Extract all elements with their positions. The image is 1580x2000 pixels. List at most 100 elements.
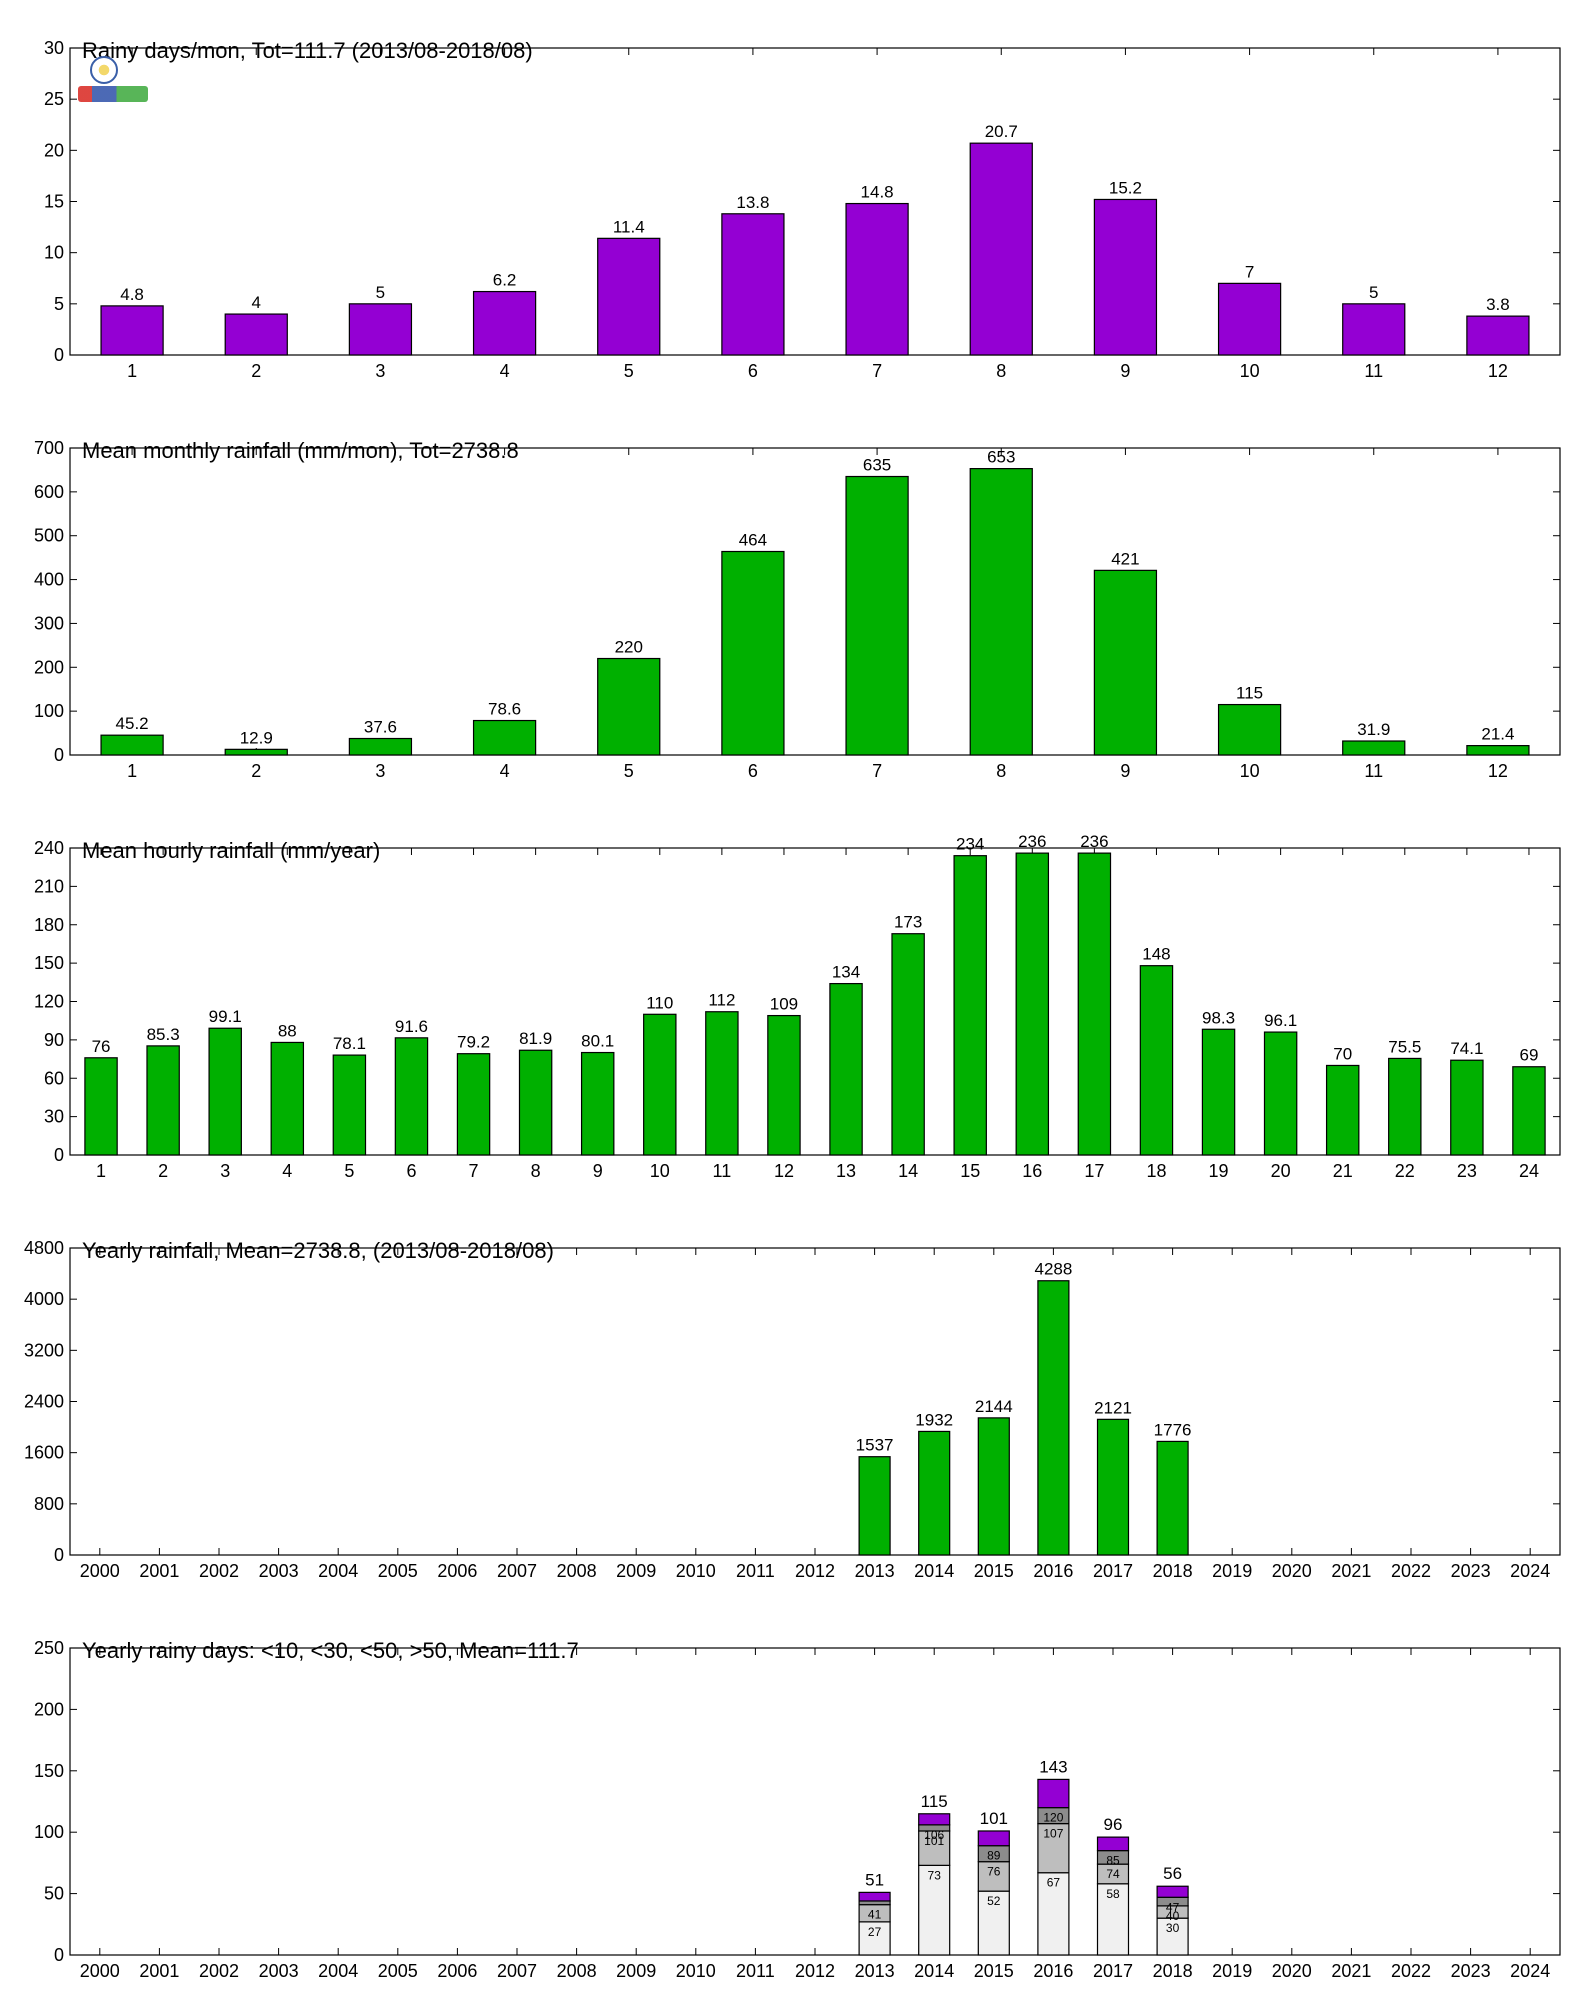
- chart-title: Yearly rainy days: <10, <30, <50, >50, M…: [82, 1638, 579, 1663]
- bar: [1342, 303, 1406, 356]
- x-tick-label: 10: [650, 1161, 670, 1181]
- stacked-bar-segment: [858, 1921, 891, 1956]
- chart-panel-4: Yearly rainfall, Mean=2738.8, (2013/08-2…: [24, 1238, 1561, 1581]
- x-tick-label: 2005: [378, 1561, 418, 1581]
- chart-title: Mean monthly rainfall (mm/mon), Tot=2738…: [82, 438, 519, 463]
- bar: [891, 933, 925, 1156]
- bar: [977, 1417, 1010, 1556]
- x-tick-label: 16: [1022, 1161, 1042, 1181]
- bar: [1217, 282, 1282, 356]
- stacked-bar-segment: [918, 1813, 951, 1826]
- x-tick-label: 6: [748, 761, 758, 781]
- stacked-bar-segment: [1156, 1917, 1189, 1956]
- y-tick-label: 200: [34, 657, 64, 677]
- bar-value-label: 70: [1333, 1044, 1352, 1063]
- x-tick-label: 2017: [1093, 1961, 1133, 1981]
- bar-value-label: 464: [739, 531, 767, 550]
- x-tick-label: 2008: [557, 1561, 597, 1581]
- x-tick-label: 19: [1209, 1161, 1229, 1181]
- bar: [845, 475, 909, 756]
- x-tick-label: 2019: [1212, 1961, 1252, 1981]
- x-tick-label: 2009: [616, 1961, 656, 1981]
- x-tick-label: 20: [1271, 1161, 1291, 1181]
- y-tick-label: 600: [34, 482, 64, 502]
- y-tick-label: 0: [54, 1545, 64, 1565]
- bar-value-label: 91.6: [395, 1017, 428, 1036]
- x-tick-label: 2012: [795, 1961, 835, 1981]
- bar-value-label: 78.1: [333, 1034, 366, 1053]
- bar-value-label: 11.4: [613, 217, 645, 236]
- stacked-bar-segment: [1037, 1872, 1070, 1956]
- bar-value-label: 99.1: [209, 1007, 242, 1026]
- x-tick-label: 2021: [1331, 1961, 1371, 1981]
- bar-value-label: 79.2: [457, 1033, 490, 1052]
- x-tick-label: 21: [1333, 1161, 1353, 1181]
- bar-value-label: 5: [1369, 283, 1378, 302]
- bar-value-label: 6.2: [493, 271, 517, 290]
- x-tick-label: 2013: [855, 1961, 895, 1981]
- y-tick-label: 120: [34, 992, 64, 1012]
- y-tick-label: 15: [44, 192, 64, 212]
- x-tick-label: 2010: [676, 1961, 716, 1981]
- y-tick-label: 250: [34, 1638, 64, 1658]
- y-tick-label: 5: [54, 294, 64, 314]
- stack-segment-label: 41: [868, 1908, 882, 1922]
- x-tick-label: 2: [251, 361, 261, 381]
- bar: [829, 982, 863, 1156]
- bar: [472, 719, 537, 756]
- bar: [721, 550, 785, 756]
- stack-segment-label: 73: [928, 1868, 942, 1882]
- y-tick-label: 210: [34, 876, 64, 896]
- bar: [394, 1037, 429, 1156]
- bar: [969, 468, 1033, 756]
- y-tick-label: 0: [54, 745, 64, 765]
- seal-icon: [90, 56, 118, 84]
- y-tick-label: 800: [34, 1494, 64, 1514]
- x-tick-label: 2003: [259, 1961, 299, 1981]
- y-tick-label: 200: [34, 1699, 64, 1719]
- x-tick-label: 2022: [1391, 1961, 1431, 1981]
- bar: [224, 748, 288, 756]
- x-tick-label: 2018: [1153, 1961, 1193, 1981]
- x-tick-label: 12: [774, 1161, 794, 1181]
- x-tick-label: 18: [1146, 1161, 1166, 1181]
- x-tick-label: 2024: [1510, 1561, 1550, 1581]
- stack-segment-label: 27: [868, 1925, 882, 1939]
- x-tick-label: 2016: [1033, 1961, 1073, 1981]
- x-tick-label: 12: [1488, 761, 1508, 781]
- y-tick-label: 700: [34, 438, 64, 458]
- stack-total-label: 101: [980, 1809, 1008, 1828]
- x-tick-label: 3: [375, 361, 385, 381]
- bar-value-label: 75.5: [1388, 1037, 1421, 1056]
- chart-panel-5: Yearly rainy days: <10, <30, <50, >50, M…: [34, 1638, 1561, 1981]
- x-tick-label: 2014: [914, 1961, 954, 1981]
- bar: [1217, 703, 1282, 756]
- bar-value-label: 76: [92, 1037, 111, 1056]
- stack-segment-label: 89: [987, 1849, 1001, 1863]
- x-tick-label: 2021: [1331, 1561, 1371, 1581]
- y-tick-label: 0: [54, 1145, 64, 1165]
- stack-segment-label: 76: [987, 1865, 1001, 1879]
- bar-value-label: 5: [376, 283, 385, 302]
- y-tick-label: 400: [34, 570, 64, 590]
- x-tick-label: 8: [531, 1161, 541, 1181]
- bar: [224, 313, 288, 356]
- stack-total-label: 51: [865, 1870, 884, 1889]
- bar-value-label: 1932: [915, 1410, 953, 1429]
- x-tick-label: 2004: [318, 1961, 358, 1981]
- y-tick-label: 60: [44, 1068, 64, 1088]
- bar: [1466, 745, 1530, 756]
- bar: [1263, 1031, 1298, 1156]
- x-tick-label: 2004: [318, 1561, 358, 1581]
- stack-segment-label: 101: [924, 1834, 944, 1848]
- x-tick-label: 2019: [1212, 1561, 1252, 1581]
- bar: [1450, 1059, 1484, 1156]
- y-tick-label: 240: [34, 838, 64, 858]
- bar: [643, 1013, 677, 1156]
- stacked-bar-segment: [977, 1861, 1010, 1892]
- bar: [1201, 1028, 1236, 1156]
- x-tick-label: 2003: [259, 1561, 299, 1581]
- bar-value-label: 15.2: [1109, 178, 1142, 197]
- x-tick-label: 2010: [676, 1561, 716, 1581]
- stacked-bar-segment: [977, 1830, 1010, 1847]
